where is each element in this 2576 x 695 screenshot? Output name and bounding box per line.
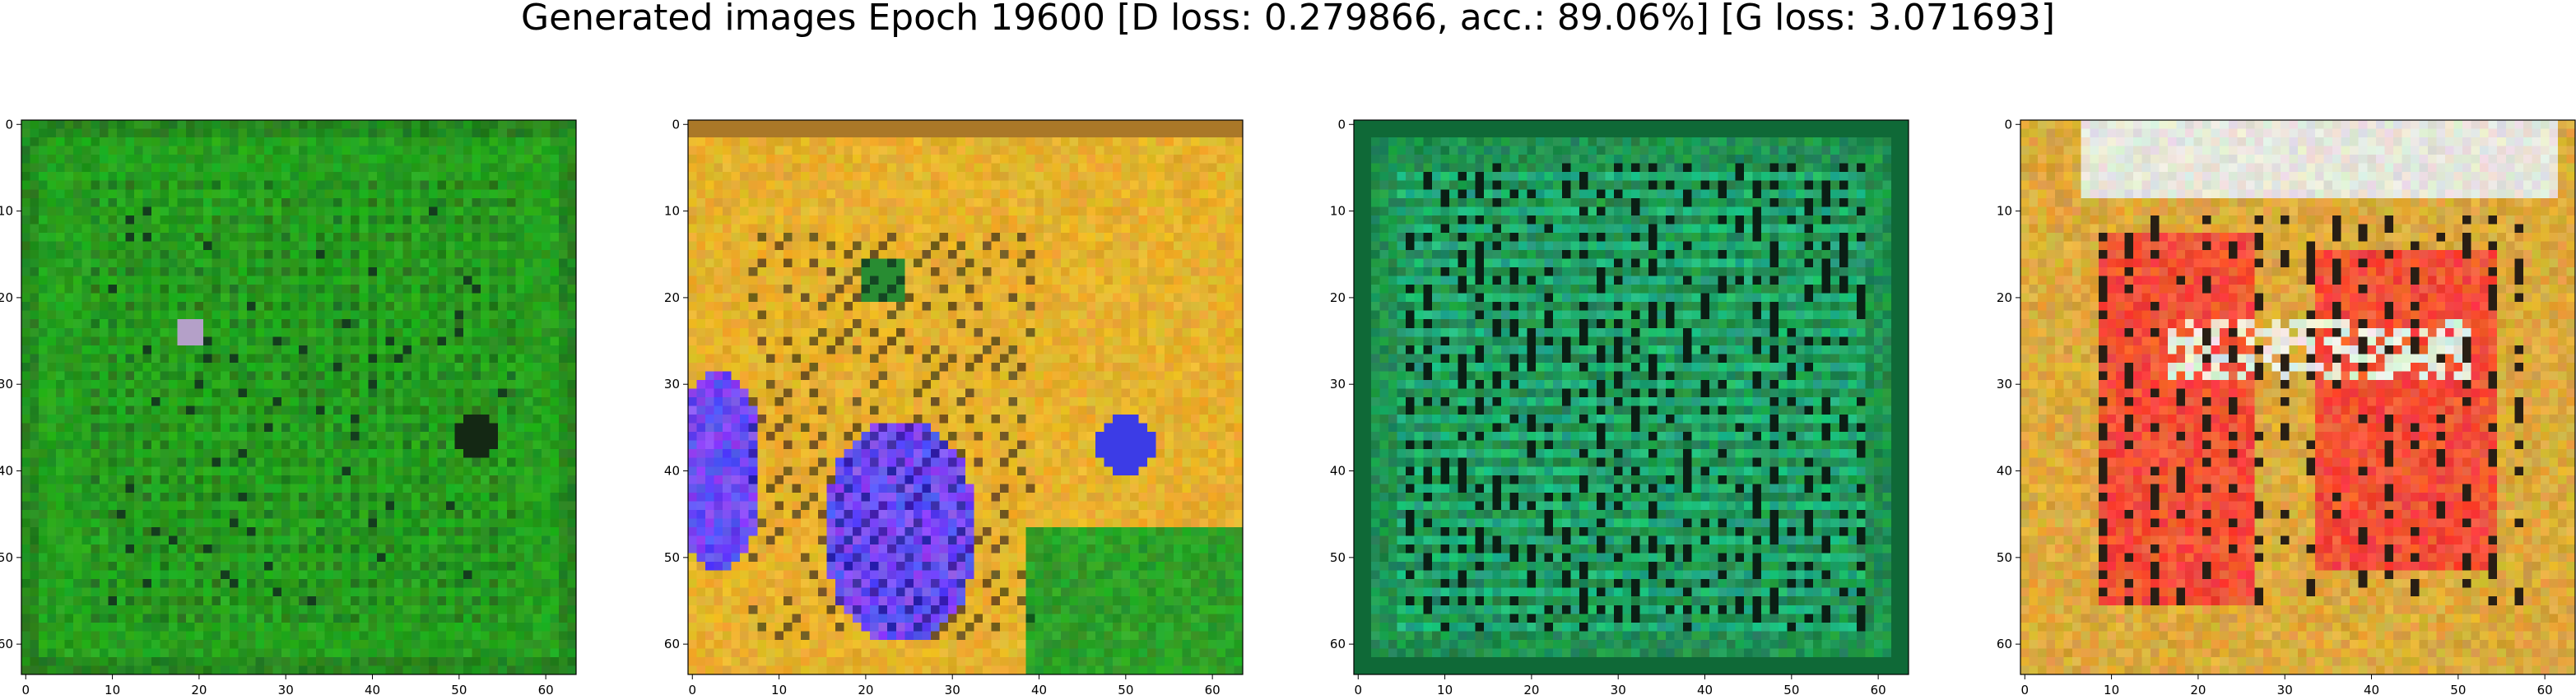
y-tick-label: 20 (0, 290, 13, 305)
y-tick-label: 30 (1997, 377, 2012, 392)
x-tick-label: 40 (365, 683, 380, 695)
x-tick-label: 10 (2104, 683, 2119, 695)
y-tick-label: 30 (664, 377, 680, 392)
generated-image-panel-3: 0 10 20 30 40 50 60 0 10 20 30 40 50 60 (1330, 117, 1909, 695)
x-tick-label: 40 (2364, 683, 2379, 695)
x-tick-label: 60 (2537, 683, 2553, 695)
image-pixels (688, 120, 1244, 675)
figure-title: Generated images Epoch 19600 [D loss: 0.… (520, 0, 2056, 39)
x-tick-label: 30 (945, 683, 960, 695)
axes-frame (2020, 119, 2576, 675)
x-tick-label: 0 (2020, 683, 2029, 695)
x-tick-label: 30 (278, 683, 294, 695)
y-tick-label: 60 (1330, 637, 1346, 651)
x-tick-label: 50 (2450, 683, 2466, 695)
y-tick-label: 0 (1337, 117, 1346, 132)
y-tick-label: 40 (1330, 464, 1346, 479)
y-tick-label: 50 (1997, 550, 2012, 565)
x-tick-label: 40 (1031, 683, 1047, 695)
x-tick-label: 50 (451, 683, 467, 695)
x-tick-label: 0 (21, 683, 30, 695)
y-tick-label: 0 (2004, 117, 2012, 132)
y-tick-label: 20 (1997, 290, 2012, 305)
y-tick-label: 10 (1330, 204, 1346, 219)
y-tick-label: 10 (664, 204, 680, 219)
y-tick-label: 10 (0, 204, 13, 219)
x-tick-label: 30 (2277, 683, 2293, 695)
x-tick-label: 0 (1354, 683, 1362, 695)
y-tick-label: 60 (1997, 637, 2012, 651)
y-tick-label: 50 (664, 550, 680, 565)
image-pixels (21, 120, 577, 675)
x-tick-label: 10 (105, 683, 120, 695)
y-tick-label: 40 (664, 464, 680, 479)
y-tick-label: 50 (1330, 550, 1346, 565)
x-tick-label: 0 (688, 683, 696, 695)
x-tick-label: 20 (858, 683, 873, 695)
x-tick-label: 10 (771, 683, 787, 695)
y-tick-label: 30 (0, 377, 13, 392)
x-tick-label: 10 (1437, 683, 1453, 695)
y-tick-label: 0 (5, 117, 13, 132)
x-tick-label: 20 (1523, 683, 1539, 695)
axes-frame (1353, 119, 1909, 675)
x-tick-label: 50 (1783, 683, 1799, 695)
x-tick-label: 20 (191, 683, 207, 695)
axes-frame (21, 119, 577, 675)
axes-frame (687, 119, 1244, 675)
x-tick-label: 20 (2190, 683, 2206, 695)
x-tick-label: 60 (538, 683, 554, 695)
image-pixels (2020, 120, 2576, 675)
y-tick-label: 60 (0, 637, 13, 651)
x-tick-label: 60 (1871, 683, 1886, 695)
generated-image-panel-4: 0 10 20 30 40 50 60 0 10 20 30 40 50 60 (1997, 117, 2576, 695)
x-tick-label: 50 (1118, 683, 1133, 695)
y-tick-label: 10 (1997, 204, 2012, 219)
y-tick-label: 50 (0, 550, 13, 565)
x-tick-label: 30 (1611, 683, 1626, 695)
x-tick-label: 40 (1697, 683, 1713, 695)
y-tick-label: 30 (1330, 377, 1346, 392)
image-pixels (1354, 120, 1909, 675)
generated-image-panel-2: 0 10 20 30 40 50 60 0 10 20 30 40 50 60 (664, 117, 1244, 695)
y-tick-label: 0 (672, 117, 680, 132)
y-tick-label: 20 (664, 290, 680, 305)
y-tick-label: 40 (1997, 464, 2012, 479)
y-tick-label: 60 (664, 637, 680, 651)
y-tick-label: 40 (0, 464, 13, 479)
generated-image-panel-1: 0 10 20 30 40 50 60 0 10 20 30 40 50 60 (0, 117, 577, 695)
y-tick-label: 20 (1330, 290, 1346, 305)
x-tick-label: 60 (1205, 683, 1221, 695)
